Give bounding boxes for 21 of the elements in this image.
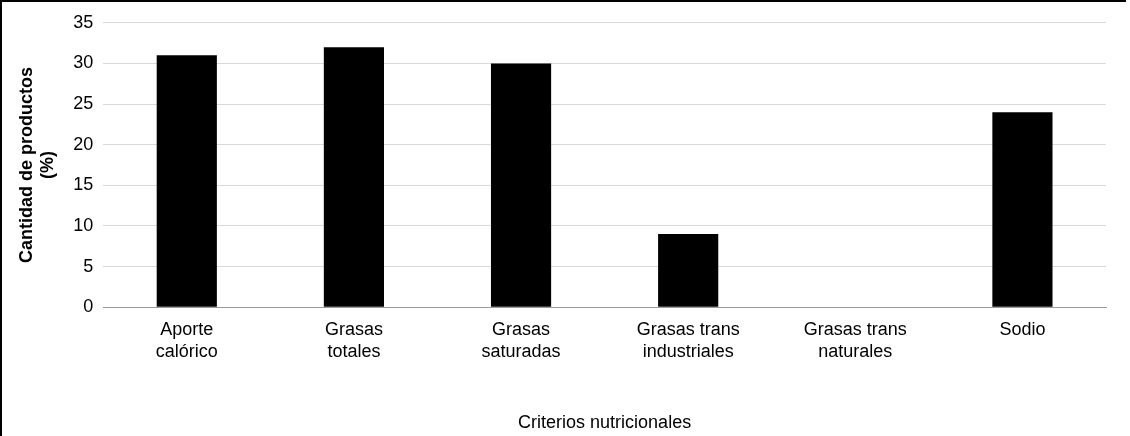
y-tick-label: 25 [73, 93, 94, 114]
y-axis-title: Cantidad de productos (%) [15, 66, 58, 264]
bar [323, 47, 384, 307]
y-tick-label: 5 [83, 255, 94, 276]
y-tick-label: 30 [73, 52, 94, 73]
x-tick-label: Grasas saturadas [481, 318, 561, 361]
y-tick-label: 10 [73, 214, 94, 235]
bar [658, 234, 719, 307]
x-axis-title: Criterios nutricionales [518, 412, 692, 433]
bar [156, 55, 217, 307]
y-tick-label: 0 [83, 296, 94, 317]
bar [490, 63, 552, 307]
bar [992, 112, 1053, 307]
y-tick-label: 20 [73, 133, 94, 154]
x-tick-label: Sodio [999, 318, 1046, 339]
x-tick-label: Grasas trans naturales [803, 318, 907, 361]
x-tick-label: Grasas trans industriales [636, 318, 740, 361]
x-tick-label: Grasas totales [324, 318, 383, 361]
y-tick-label: 35 [73, 11, 94, 32]
x-tick-label: Aporte calórico [155, 318, 218, 361]
y-tick-label: 15 [73, 174, 94, 195]
